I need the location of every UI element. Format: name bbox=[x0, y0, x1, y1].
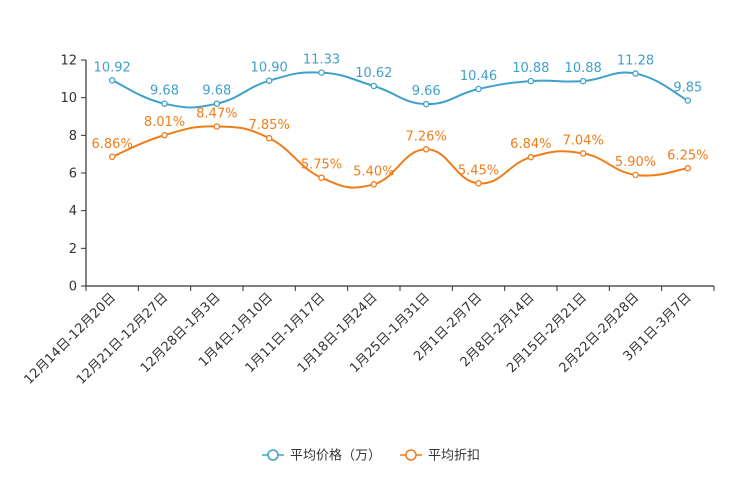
x-tick-label: 12月21日-12月27日 bbox=[74, 290, 171, 387]
y-tick-label: 8 bbox=[69, 129, 77, 144]
data-point[interactable] bbox=[475, 85, 482, 93]
data-point[interactable] bbox=[632, 171, 639, 179]
y-tick-label: 10 bbox=[60, 91, 77, 106]
legend: 平均价格（万） 平均折扣 bbox=[262, 448, 480, 464]
data-point[interactable] bbox=[318, 174, 325, 181]
data-label: 10.92 bbox=[94, 60, 131, 75]
data-point[interactable] bbox=[684, 97, 692, 104]
series-line bbox=[111, 71, 689, 109]
x-tick-label: 12月14日-12月20日 bbox=[22, 290, 119, 387]
data-label: 6.86% bbox=[92, 137, 133, 152]
data-point[interactable] bbox=[527, 153, 535, 161]
data-point[interactable] bbox=[265, 77, 273, 84]
data-point[interactable] bbox=[579, 150, 587, 157]
y-tick-label: 6 bbox=[69, 167, 77, 182]
data-point[interactable] bbox=[161, 131, 168, 139]
data-point[interactable] bbox=[370, 181, 378, 188]
series-average-discount: 6.86% 8.01% 8.47% 7.85% 5.75% 5.40% 7.26% 5.45%… bbox=[92, 106, 708, 189]
data-label: 9.85 bbox=[673, 80, 702, 95]
legend-marker-icon bbox=[405, 449, 417, 461]
data-point[interactable] bbox=[579, 77, 587, 85]
data-point[interactable] bbox=[475, 180, 482, 187]
data-label: 5.45% bbox=[458, 163, 499, 178]
data-point[interactable] bbox=[684, 165, 692, 172]
series-layer: 10.92 9.68 9.68 10.90 11.33 10.62 9.66 10.46 10.… bbox=[92, 53, 708, 189]
data-label: 10.62 bbox=[355, 66, 392, 81]
data-point[interactable] bbox=[318, 69, 325, 76]
data-label: 8.47% bbox=[196, 106, 237, 121]
legend-item-average-discount[interactable]: 平均折扣 bbox=[400, 449, 480, 464]
data-label: 11.28 bbox=[617, 54, 654, 69]
data-label: 10.46 bbox=[460, 69, 497, 84]
data-label: 9.68 bbox=[150, 84, 179, 99]
data-label: 10.88 bbox=[565, 61, 602, 76]
data-point[interactable] bbox=[632, 70, 639, 77]
data-label: 7.04% bbox=[563, 133, 604, 148]
y-tick-label: 4 bbox=[69, 204, 77, 219]
data-label: 5.90% bbox=[615, 155, 656, 170]
data-point[interactable] bbox=[108, 77, 116, 84]
data-point[interactable] bbox=[108, 153, 116, 161]
axes: 02468101212月14日-12月20日12月21日-12月27日12月28… bbox=[22, 54, 715, 388]
data-point[interactable] bbox=[370, 82, 378, 90]
legend-label: 平均价格（万） bbox=[290, 448, 381, 464]
data-point[interactable] bbox=[265, 134, 273, 142]
data-label: 9.66 bbox=[412, 84, 441, 99]
data-label: 5.75% bbox=[301, 158, 342, 173]
series-average-price: 10.92 9.68 9.68 10.90 11.33 10.62 9.66 10.46 10.… bbox=[94, 53, 702, 109]
data-point[interactable] bbox=[213, 100, 221, 107]
legend-label: 平均折扣 bbox=[428, 449, 480, 464]
data-label: 10.90 bbox=[251, 61, 288, 76]
data-label: 10.88 bbox=[512, 61, 549, 76]
data-label: 7.26% bbox=[406, 129, 447, 144]
data-label: 6.84% bbox=[510, 137, 551, 152]
data-label: 9.68 bbox=[202, 84, 231, 99]
y-tick-label: 0 bbox=[69, 280, 77, 295]
data-label: 6.25% bbox=[667, 148, 708, 163]
data-point[interactable] bbox=[527, 77, 535, 85]
data-label: 11.33 bbox=[303, 53, 340, 68]
y-tick-label: 2 bbox=[69, 242, 77, 257]
data-point[interactable] bbox=[422, 100, 430, 108]
data-label: 8.01% bbox=[144, 115, 185, 130]
y-tick-label: 12 bbox=[60, 54, 77, 69]
data-point[interactable] bbox=[422, 146, 430, 153]
data-label: 7.85% bbox=[249, 118, 290, 133]
data-point[interactable] bbox=[213, 123, 221, 130]
legend-marker-icon bbox=[267, 449, 279, 461]
legend-item-average-price[interactable]: 平均价格（万） bbox=[262, 448, 381, 464]
data-label: 5.40% bbox=[353, 164, 394, 179]
data-point[interactable] bbox=[161, 100, 168, 107]
